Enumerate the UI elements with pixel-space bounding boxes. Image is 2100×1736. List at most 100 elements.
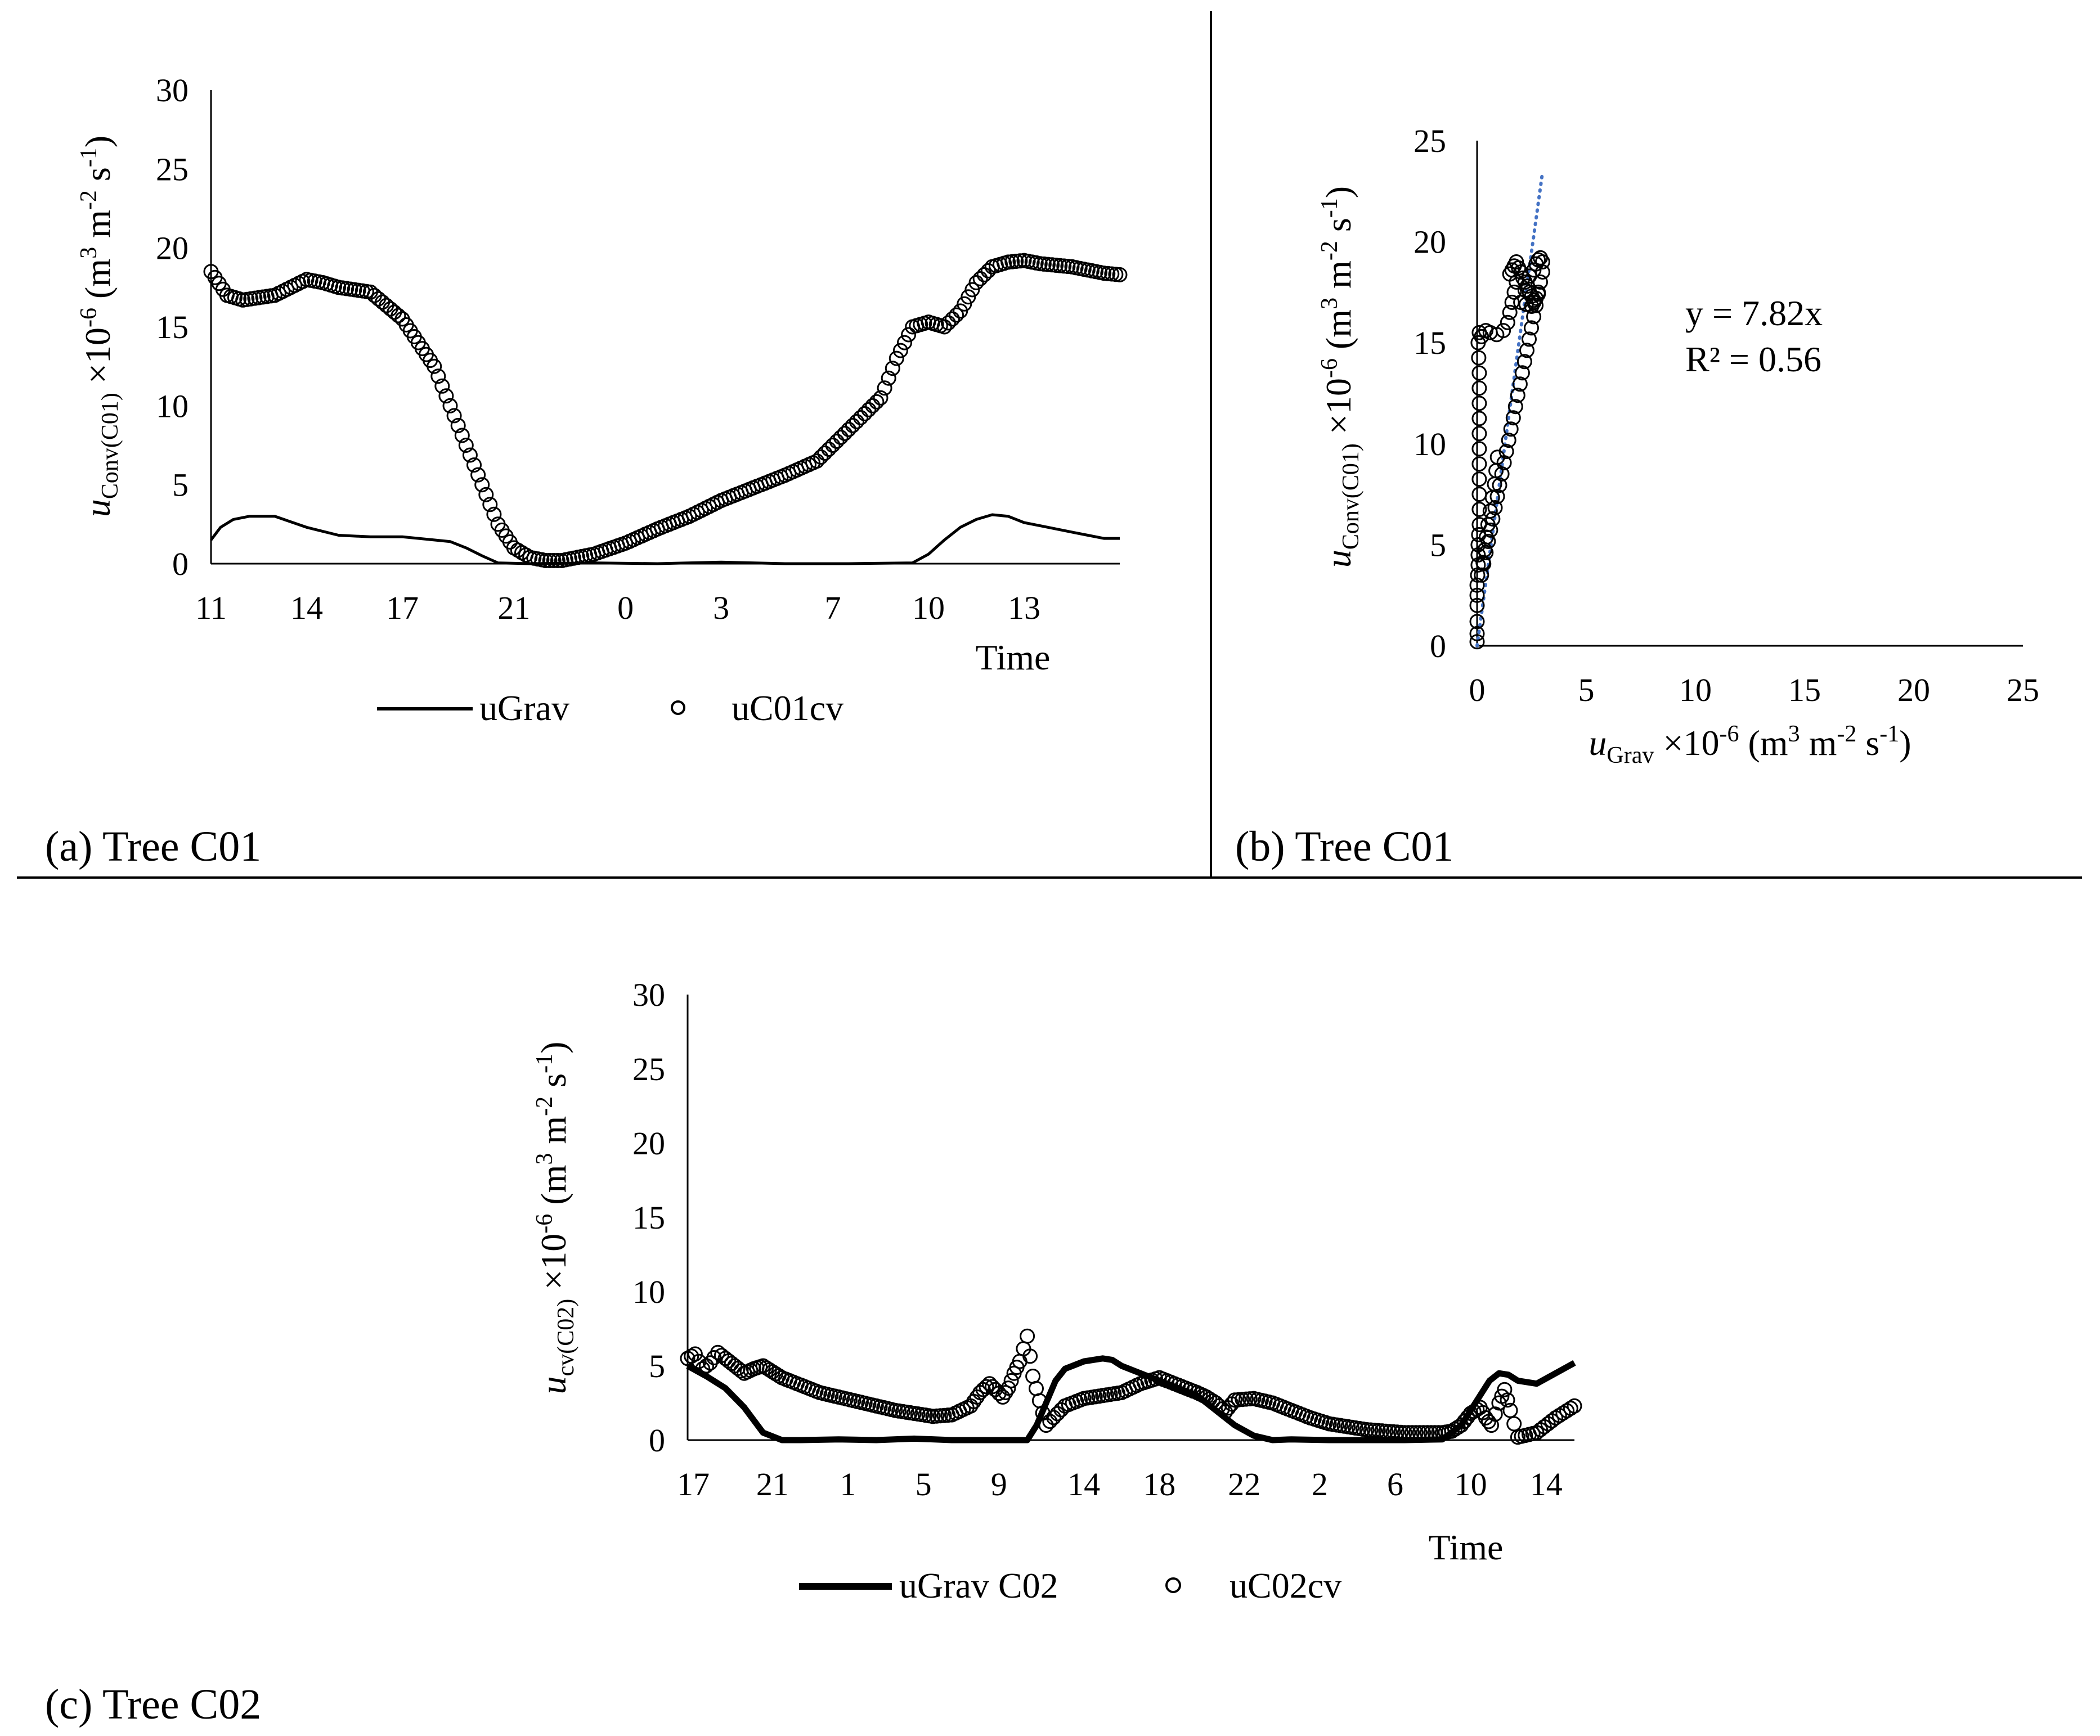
chart-c-xtick-label: 1 (840, 1466, 856, 1503)
chart-b-xtick-label: 20 (1897, 672, 1930, 708)
chart-b-xlabel-units-open: (m (1739, 723, 1788, 763)
chart-c-point (1555, 1405, 1571, 1421)
chart-b-ylabel-unit-1: 3 (1317, 298, 1343, 309)
chart-b-xlabel-unit-4: s (1856, 723, 1879, 763)
chart-c-point (1416, 1425, 1432, 1441)
chart-b-point (1469, 634, 1485, 650)
chart-c-xtick-label: 14 (1067, 1466, 1100, 1503)
chart-b-ytick-label: 0 (1430, 628, 1446, 664)
chart-c-series-uc02cv (680, 1328, 1582, 1445)
chart-b-equation: y = 7.82x (1685, 293, 1823, 333)
chart-a-point (936, 319, 952, 335)
chart-c-point (1484, 1418, 1499, 1433)
chart-a-point (897, 335, 912, 350)
chart-b-xlabel: uGrav ×10-6 (m3 m-2 s-1) (1589, 721, 1911, 768)
chart-b-point (1519, 343, 1534, 358)
chart-c-point (1003, 1373, 1019, 1388)
chart-c-point (1214, 1401, 1230, 1417)
chart-a-point (861, 402, 877, 417)
chart-c-legend-uc02cv: uC02cv (1230, 1566, 1341, 1605)
chart-b-point (1471, 426, 1487, 442)
chart-c-legend-marker (1165, 1577, 1181, 1593)
chart-c-xtick-label: 17 (677, 1466, 710, 1503)
chart-a-point (865, 398, 881, 413)
chart-b-point (1469, 597, 1485, 613)
chart-a-point (976, 267, 992, 282)
chart-a-point (470, 467, 486, 483)
chart-c-ylabel-subscript: cv(C02) (553, 1299, 579, 1377)
chart-b-ytick-label: 25 (1414, 123, 1446, 159)
chart-c-ytick-label: 10 (632, 1274, 665, 1310)
chart-a-point (849, 413, 864, 429)
chart-c-point (1559, 1403, 1575, 1419)
chart-c-point (1497, 1382, 1513, 1397)
chart-b-xlabel-unit-3: -2 (1837, 721, 1856, 747)
chart-b-point (1471, 471, 1487, 487)
chart-a-point (454, 428, 470, 443)
chart-a-point (964, 282, 980, 298)
chart-a-xtick-label: 7 (825, 590, 841, 626)
chart-b-xtick-label: 25 (2007, 672, 2039, 708)
chart-b-point (1505, 410, 1521, 426)
chart-b-xlabel-exponent: -6 (1719, 721, 1739, 747)
chart-c-xtick-label: 10 (1455, 1466, 1487, 1503)
chart-c-xtick-label: 5 (916, 1466, 932, 1503)
chart-c-ylabel-unit-1: 3 (532, 1153, 558, 1165)
chart-b-point (1516, 354, 1532, 370)
chart-a-ylabel-exponent: -6 (76, 308, 102, 327)
chart-a-point (945, 311, 960, 327)
chart-b-ylabel: uConv(C01) ×10-6 (m3 m-2 s-1) (1317, 186, 1364, 568)
chart-a-point (845, 417, 860, 433)
chart-a-series-uc01cv (203, 253, 1128, 568)
chart-a: 0 5 10 15 20 25 30 11 14 17 21 0 3 7 10 13 uConv(C01) ×… (45, 72, 1128, 870)
chart-b-point (1528, 298, 1544, 313)
chart-c-point (680, 1351, 695, 1366)
chart-a-point (980, 263, 996, 278)
chart-c-ylabel-units-open: (m (533, 1165, 573, 1214)
chart-a-point (462, 447, 478, 463)
chart-a-point (809, 453, 825, 469)
chart-b-series-points (1469, 250, 1550, 650)
chart-a-point (550, 552, 566, 568)
chart-c-point (1563, 1401, 1578, 1416)
chart-c-point (691, 1353, 707, 1369)
chart-b-point (1496, 323, 1511, 339)
chart-a-point (953, 303, 968, 319)
chart-c-point (1022, 1348, 1038, 1364)
chart-b-point (1514, 365, 1530, 381)
chart-c-xtick-label: 22 (1228, 1466, 1260, 1503)
chart-c-point (1551, 1407, 1567, 1423)
chart-c-ytick-label: 15 (632, 1199, 665, 1236)
panel-label-c: (c) Tree C02 (45, 1681, 261, 1728)
chart-b-xlabel-rest: ×10 (1654, 723, 1719, 763)
chart-b-xlabel-unit-1: 3 (1788, 721, 1800, 747)
chart-a-point (391, 308, 406, 323)
chart-b-xlabel-symbol: u (1589, 723, 1607, 763)
panel-label-b: (b) Tree C01 (1235, 823, 1453, 870)
chart-b-ylabel-subscript: Conv(C01) (1338, 443, 1364, 550)
chart-b-xtick-label: 15 (1788, 672, 1821, 708)
chart-c-point (1487, 1406, 1503, 1422)
chart-c-point (1548, 1410, 1563, 1425)
chart-c-point (1053, 1402, 1069, 1418)
chart-a-point (542, 552, 558, 568)
chart-c-ylabel-unit-3: -2 (532, 1096, 558, 1116)
chart-a-legend-marker (671, 700, 685, 715)
chart-a-ugrav-line (210, 513, 1120, 565)
chart-b-point (1471, 456, 1487, 472)
chart-b-point (1471, 350, 1487, 366)
chart-a-point (949, 307, 964, 323)
chart-b-r2: R² = 0.56 (1685, 339, 1821, 379)
chart-c-point (1000, 1380, 1016, 1396)
chart-a-series-ugrav (210, 513, 1120, 565)
chart-a-ylabel-unit-1: 3 (76, 247, 102, 259)
chart-a-point (957, 296, 972, 312)
chart-c-xtick-label: 18 (1143, 1466, 1175, 1503)
chart-a-point (972, 271, 988, 286)
chart-a-point (853, 410, 869, 425)
chart-b-xlabel-subscript: Grav (1607, 743, 1654, 768)
chart-a-xtick-label: 3 (713, 590, 729, 626)
chart-a-ylabel-units-open: (m (78, 259, 118, 308)
chart-c-xtick-label: 2 (1312, 1466, 1328, 1503)
chart-b-xtick-label: 5 (1578, 672, 1595, 708)
